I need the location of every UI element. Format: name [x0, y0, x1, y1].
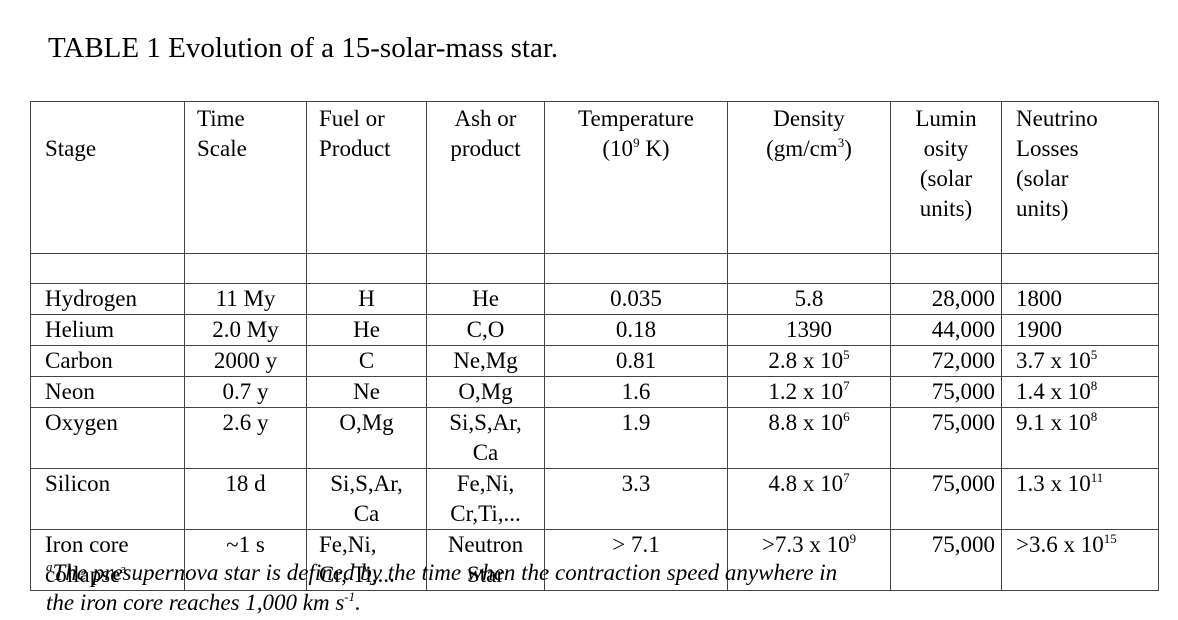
- neutrino-cell: 1.3 x 1011: [1001, 468, 1159, 530]
- stage-cell: Silicon: [30, 468, 185, 530]
- neutrino-cell: >3.6 x 1015: [1001, 529, 1159, 591]
- luminosity-cell: 44,000: [890, 314, 1002, 346]
- header-stage: Stage: [30, 101, 185, 254]
- luminosity-cell: 75,000: [890, 529, 1002, 591]
- luminosity-cell: 75,000: [890, 407, 1002, 469]
- table-row: Iron core collapsea ~1 s Fe,Ni, Cr, Ti,.…: [30, 529, 1159, 591]
- density-cell: 1.2 x 107: [727, 376, 891, 408]
- temperature-cell: 0.18: [544, 314, 728, 346]
- blank-row: [30, 253, 1159, 284]
- header-temperature: Temperature (109 K): [544, 101, 728, 254]
- temperature-cell: 0.035: [544, 283, 728, 315]
- temperature-cell: 1.9: [544, 407, 728, 469]
- time-scale-cell: ~1 s: [184, 529, 307, 591]
- blank-cell: [727, 253, 891, 284]
- density-cell: 1390: [727, 314, 891, 346]
- fuel-cell: H: [306, 283, 427, 315]
- footnote-line-1: aThe presupernova star is defined by the…: [46, 559, 838, 585]
- header-time-scale: Time Scale: [184, 101, 307, 254]
- stage-cell: Oxygen: [30, 407, 185, 469]
- table-title: TABLE 1 Evolution of a 15-solar-mass sta…: [48, 32, 559, 64]
- neutrino-cell: 9.1 x 108: [1001, 407, 1159, 469]
- fuel-cell: He: [306, 314, 427, 346]
- time-scale-cell: 2.0 My: [184, 314, 307, 346]
- table-footnote: aThe presupernova star is defined by the…: [46, 558, 837, 618]
- temperature-cell: > 7.1: [544, 529, 728, 591]
- footnote-line-2: the iron core reaches 1,000 km s-1.: [46, 589, 361, 615]
- blank-cell: [544, 253, 728, 284]
- table-row: Hydrogen 11 My H He 0.035 5.8 28,000 180…: [30, 283, 1159, 315]
- header-density-unit: (gm/cm3): [766, 135, 852, 161]
- time-scale-cell: 18 d: [184, 468, 307, 530]
- time-scale-cell: 11 My: [184, 283, 307, 315]
- blank-cell: [1001, 253, 1159, 284]
- table-row: Helium 2.0 My He C,O 0.18 1390 44,000 19…: [30, 314, 1159, 346]
- ash-cell: Neutron Star: [426, 529, 545, 591]
- footnote-marker: a: [120, 561, 127, 576]
- stage-cell: Neon: [30, 376, 185, 408]
- table-row: Oxygen 2.6 y O,Mg Si,S,Ar, Ca 1.9 8.8 x …: [30, 407, 1159, 469]
- footnote-marker: a: [46, 559, 53, 574]
- temperature-cell: 0.81: [544, 345, 728, 377]
- header-temperature-unit: (109 K): [602, 135, 670, 161]
- header-density-label: Density: [773, 106, 845, 131]
- density-cell: >7.3 x 109: [727, 529, 891, 591]
- blank-cell: [184, 253, 307, 284]
- stage-cell: Hydrogen: [30, 283, 185, 315]
- neutrino-cell: 1900: [1001, 314, 1159, 346]
- time-scale-cell: 2.6 y: [184, 407, 307, 469]
- blank-cell: [890, 253, 1002, 284]
- ash-cell: He: [426, 283, 545, 315]
- time-scale-cell: 2000 y: [184, 345, 307, 377]
- header-stage-label: Stage: [45, 136, 97, 161]
- density-cell: 4.8 x 107: [727, 468, 891, 530]
- table-row: Silicon 18 d Si,S,Ar, Ca Fe,Ni, Cr,Ti,..…: [30, 468, 1159, 530]
- fuel-cell: Si,S,Ar, Ca: [306, 468, 427, 530]
- fuel-cell: C: [306, 345, 427, 377]
- blank-cell: [426, 253, 545, 284]
- neutrino-cell: 1800: [1001, 283, 1159, 315]
- header-row: Stage Time Scale Fuel or Product Ash or …: [30, 101, 1159, 254]
- density-cell: 2.8 x 105: [727, 345, 891, 377]
- header-ash: Ash or product: [426, 101, 545, 254]
- time-scale-cell: 0.7 y: [184, 376, 307, 408]
- ash-cell: Fe,Ni, Cr,Ti,...: [426, 468, 545, 530]
- temperature-cell: 3.3: [544, 468, 728, 530]
- luminosity-cell: 75,000: [890, 468, 1002, 530]
- luminosity-cell: 75,000: [890, 376, 1002, 408]
- density-cell: 8.8 x 106: [727, 407, 891, 469]
- stellar-evolution-table: Stage Time Scale Fuel or Product Ash or …: [30, 101, 1159, 591]
- temperature-cell: 1.6: [544, 376, 728, 408]
- fuel-cell: Ne: [306, 376, 427, 408]
- stage-cell: Iron core collapsea: [30, 529, 185, 591]
- fuel-cell: Fe,Ni, Cr, Ti,...: [306, 529, 427, 591]
- blank-cell: [306, 253, 427, 284]
- header-density: Density (gm/cm3): [727, 101, 891, 254]
- luminosity-cell: 28,000: [890, 283, 1002, 315]
- neutrino-cell: 1.4 x 108: [1001, 376, 1159, 408]
- stage-cell: Helium: [30, 314, 185, 346]
- header-temperature-label: Temperature: [578, 106, 694, 131]
- luminosity-cell: 72,000: [890, 345, 1002, 377]
- header-neutrino-losses: Neutrino Losses (solar units): [1001, 101, 1159, 254]
- ash-cell: O,Mg: [426, 376, 545, 408]
- header-fuel: Fuel or Product: [306, 101, 427, 254]
- blank-cell: [30, 253, 185, 284]
- header-luminosity: Lumin osity (solar units): [890, 101, 1002, 254]
- ash-cell: Si,S,Ar, Ca: [426, 407, 545, 469]
- density-cell: 5.8: [727, 283, 891, 315]
- table-row: Carbon 2000 y C Ne,Mg 0.81 2.8 x 105 72,…: [30, 345, 1159, 377]
- stage-cell: Carbon: [30, 345, 185, 377]
- ash-cell: C,O: [426, 314, 545, 346]
- table-row: Neon 0.7 y Ne O,Mg 1.6 1.2 x 107 75,000 …: [30, 376, 1159, 408]
- fuel-cell: O,Mg: [306, 407, 427, 469]
- ash-cell: Ne,Mg: [426, 345, 545, 377]
- neutrino-cell: 3.7 x 105: [1001, 345, 1159, 377]
